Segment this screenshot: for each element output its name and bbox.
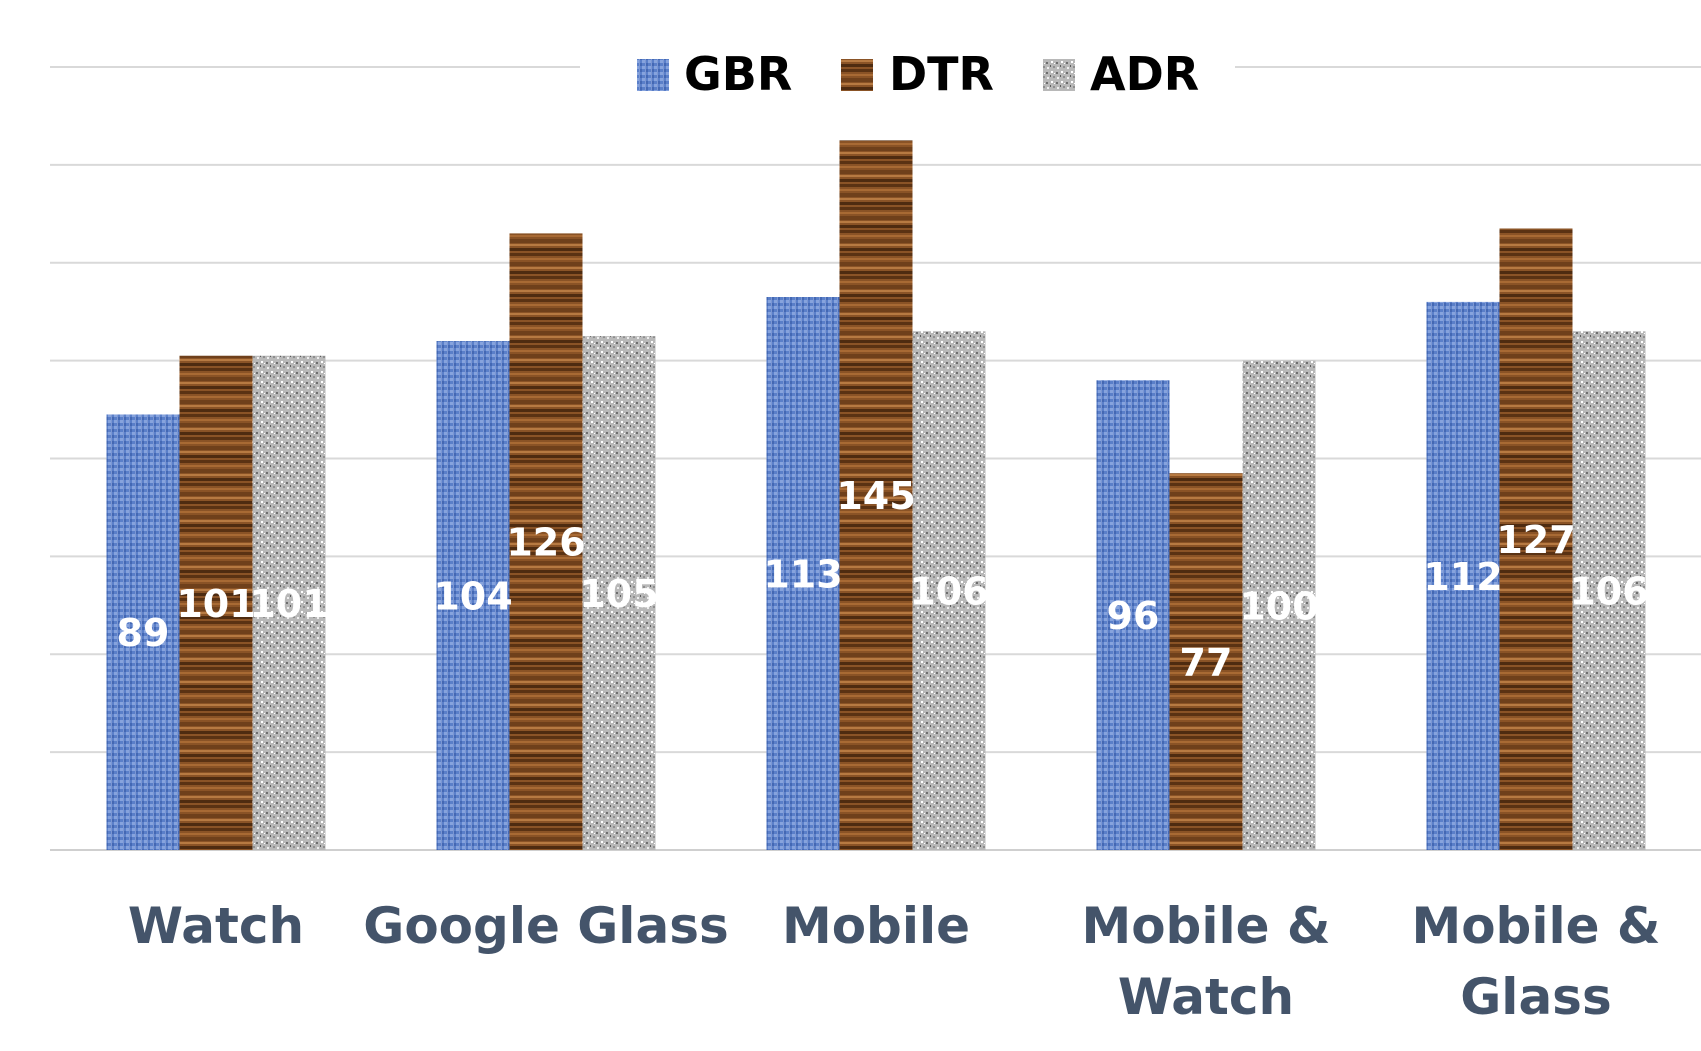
data-label-gbr-2: 113 <box>763 553 842 597</box>
bar-gbr-3 <box>1096 380 1170 850</box>
data-label-adr-1: 105 <box>579 572 658 616</box>
legend-item-gbr: GBR <box>637 47 792 101</box>
bar-adr-1 <box>582 336 656 850</box>
category-label: Mobile & Watch <box>1081 897 1330 1026</box>
legend-item-adr: ADR <box>1043 47 1199 101</box>
bar-dtr-4 <box>1499 228 1573 850</box>
legend-label-dtr: DTR <box>889 47 994 101</box>
data-label-dtr-0: 101 <box>176 582 255 626</box>
legend-item-dtr: DTR <box>841 47 994 101</box>
category-label: Watch <box>128 897 304 955</box>
data-label-gbr-0: 89 <box>117 611 170 655</box>
data-label-dtr-3: 77 <box>1180 641 1233 685</box>
bar-dtr-0 <box>179 355 253 850</box>
data-label-adr-4: 106 <box>1569 570 1648 614</box>
category-label: Mobile & Glass <box>1411 897 1660 1026</box>
bar-gbr-2 <box>766 297 840 851</box>
data-label-adr-0: 101 <box>249 582 328 626</box>
legend-label-adr: ADR <box>1090 47 1199 101</box>
bar-gbr-4 <box>1426 301 1500 850</box>
category-label: Mobile <box>782 897 970 955</box>
bars <box>106 140 1646 851</box>
bar-adr-2 <box>912 331 986 850</box>
data-label-dtr-2: 145 <box>836 474 915 518</box>
data-label-adr-3: 100 <box>1239 584 1318 628</box>
bar-adr-4 <box>1572 331 1646 850</box>
legend-label-gbr: GBR <box>684 47 792 101</box>
legend: GBR DTR ADR <box>637 47 1199 101</box>
bar-gbr-1 <box>436 341 510 850</box>
data-label-dtr-4: 127 <box>1496 518 1575 562</box>
x-axis: Watch Google Glass Mobile Mobile & Watch Mobi… <box>128 897 1661 1026</box>
category-label: Google Glass <box>363 897 728 955</box>
data-label-gbr-3: 96 <box>1107 594 1160 638</box>
bar-adr-0 <box>252 355 326 850</box>
bar-dtr-2 <box>839 140 913 850</box>
data-label-dtr-1: 126 <box>506 521 585 565</box>
bar-dtr-1 <box>509 233 583 850</box>
data-label-gbr-1: 104 <box>433 575 512 619</box>
bar-dtr-3 <box>1169 473 1243 850</box>
legend-swatch-dtr <box>841 59 873 91</box>
data-label-adr-2: 106 <box>909 570 988 614</box>
bar-adr-3 <box>1242 360 1316 850</box>
legend-swatch-adr <box>1043 59 1075 91</box>
legend-swatch-gbr <box>637 59 669 91</box>
bar-gbr-0 <box>106 414 180 850</box>
data-label-gbr-4: 112 <box>1423 555 1502 599</box>
